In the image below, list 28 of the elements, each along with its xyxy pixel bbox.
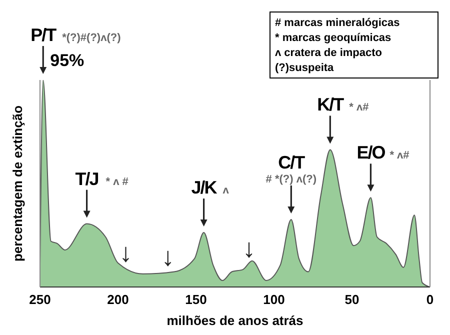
x-tick-label: 200 [107,292,129,308]
annotation: K/T [317,94,344,115]
x-tick-label: 50 [344,292,360,308]
annotation: # *(?) ʌ(?) [266,173,317,186]
annotation: ↓ [242,233,256,264]
annotation: ↓ [119,237,132,268]
x-tick-label: 0 [426,292,434,308]
y-axis-title: percentagem de extinção [10,105,25,262]
annotation: E/O [356,142,386,163]
x-tick-label: 250 [29,292,51,308]
annotation: * ʌ # [106,176,128,188]
annotation: ↓ [161,242,174,272]
text: # marcas mineralógicas [275,17,400,29]
annotation: J/K [191,178,218,198]
annotation: C/T [278,152,306,172]
annotation: P/T [30,25,57,45]
annotation: T/J [75,168,98,189]
text: * marcas geoquímicas [275,32,392,44]
text: ʌ cratera de impacto [275,47,382,59]
x-tick-label: 100 [263,292,285,308]
text: *(?)#(?)ʌ(?) [62,32,122,44]
x-axis-title: milhões de anos atrás [166,313,304,328]
annotation: * ʌ# [349,102,369,114]
annotation: ʌ [222,184,230,197]
annotation: * ʌ# [390,150,410,162]
data-label: 95% [50,51,84,70]
text: (?)suspeita [275,62,335,74]
x-tick-label: 150 [185,292,207,308]
